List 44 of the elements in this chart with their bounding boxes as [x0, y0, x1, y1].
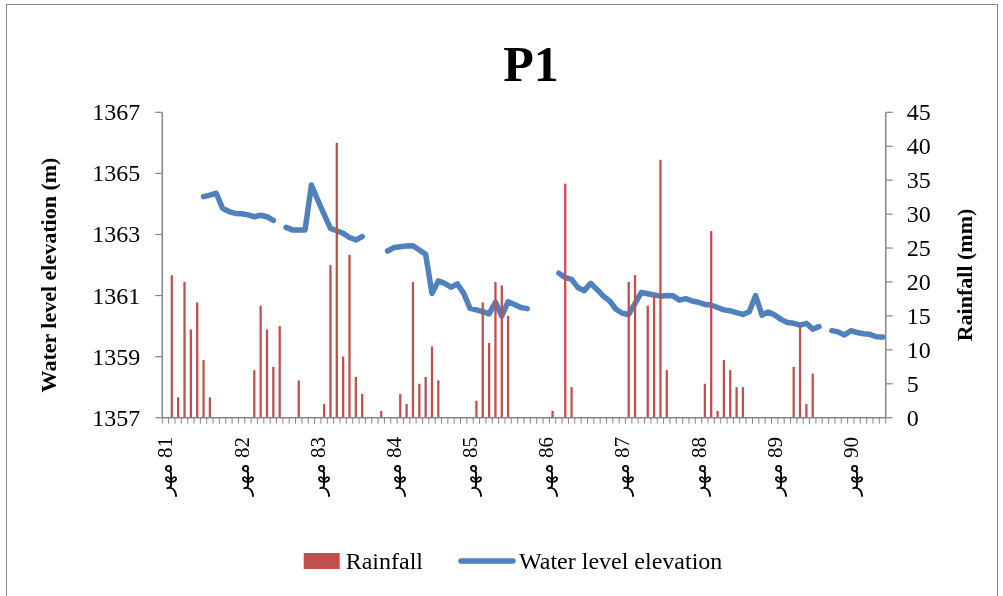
y2-tick-label: 45: [906, 99, 931, 126]
bar: [570, 387, 573, 418]
y2-tick-label: 10: [906, 336, 931, 363]
y2-tick-label: 30: [906, 201, 931, 228]
x-tick-label: 81 مهر: [153, 437, 178, 497]
y-tick-label: 1359: [92, 343, 141, 370]
chart-title: P1: [503, 36, 559, 92]
y2-axis-title: Rainfall (mm): [952, 208, 977, 342]
y2-tick-label: 40: [906, 133, 931, 160]
x-tick-label: 90 مهر: [838, 437, 863, 497]
bar: [659, 159, 662, 418]
y-tick-label: 1357: [92, 404, 141, 431]
bar: [348, 254, 351, 418]
y-tick-label: 1361: [92, 282, 141, 309]
x-tick-label: 88 مهر: [686, 437, 711, 497]
bar: [183, 281, 186, 418]
x-tick-label: 82 مهر: [229, 437, 254, 497]
legend-label: Water level elevation: [519, 548, 723, 574]
bar: [551, 410, 554, 418]
bar: [405, 404, 408, 418]
bar: [475, 400, 478, 418]
y2-tick-label: 25: [906, 235, 931, 262]
x-tick-label: 83 مهر: [305, 437, 330, 497]
y-tick-label: 1367: [92, 99, 141, 126]
bar: [716, 410, 719, 418]
y-tick-label: 1363: [92, 221, 141, 248]
y2-tick-label: 0: [906, 404, 919, 431]
legend-label: Rainfall: [345, 548, 424, 574]
bar: [329, 265, 332, 418]
y2-tick-label: 15: [906, 302, 931, 329]
y-tick-label: 1365: [92, 160, 141, 187]
y-axis-title: Water level elevation (m): [36, 157, 61, 393]
x-tick-label: 84 مهر: [381, 436, 406, 497]
y2-tick-label: 5: [906, 370, 919, 397]
bar: [494, 281, 497, 418]
y2-tick-label: 20: [906, 268, 931, 295]
y2-tick-label: 35: [906, 167, 931, 194]
bar: [735, 387, 738, 418]
x-tick-label: 89 مهر: [762, 437, 787, 497]
x-tick-label: 85 مهر: [458, 437, 483, 497]
x-tick-label: 87 مهر: [610, 437, 635, 497]
bar: [202, 360, 205, 418]
bar: [805, 404, 808, 418]
x-tick-label: 86 مهر: [534, 437, 559, 497]
